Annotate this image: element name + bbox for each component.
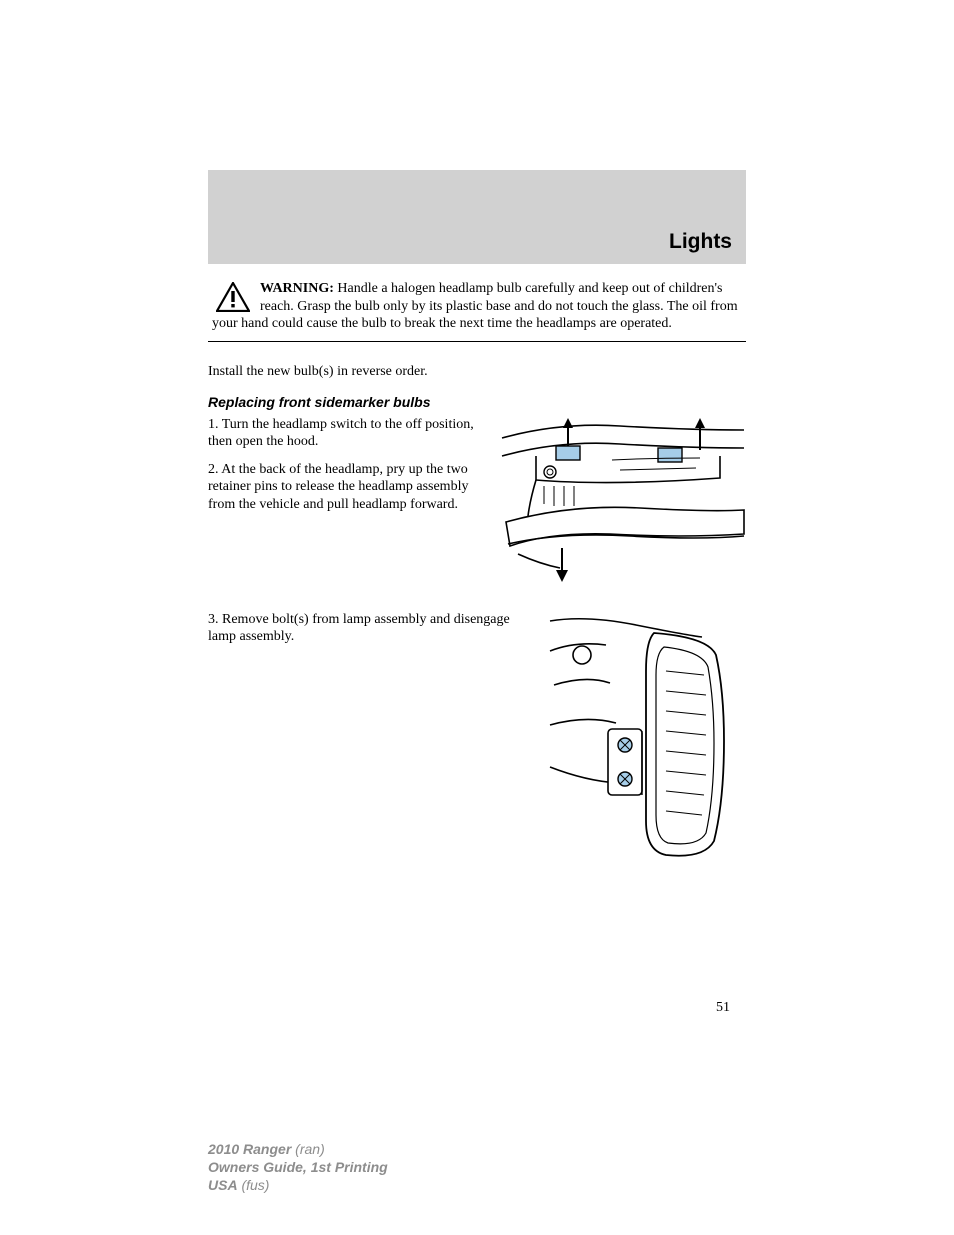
footer-guide: Owners Guide, 1st Printing [208, 1158, 388, 1176]
step-3: 3. Remove bolt(s) from lamp assembly and… [208, 611, 530, 646]
step-3-text: 3. Remove bolt(s) from lamp assembly and… [208, 611, 530, 656]
step-2: 2. At the back of the headlamp, pry up t… [208, 461, 484, 514]
install-instruction: Install the new bulb(s) in reverse order… [208, 364, 746, 380]
illustration-sidemarker-lamp [546, 611, 746, 870]
warning-box: WARNING: Handle a halogen headlamp bulb … [208, 278, 746, 342]
footer-region: USA [208, 1177, 238, 1193]
step-1: 1. Turn the headlamp switch to the off p… [208, 416, 484, 451]
warning-label: WARNING: [260, 281, 334, 296]
steps-1-2-text: 1. Turn the headlamp switch to the off p… [208, 416, 484, 524]
page-number: 51 [716, 1000, 730, 1016]
footer-block: 2010 Ranger (ran) Owners Guide, 1st Prin… [208, 1140, 388, 1195]
footer-model-code: (ran) [295, 1141, 325, 1157]
section-header-title: Lights [669, 230, 732, 254]
illustration-headlamp-retainer [500, 416, 746, 591]
footer-region-code: (fus) [241, 1177, 269, 1193]
procedure-heading: Replacing front sidemarker bulbs [208, 394, 746, 410]
steps-1-2-row: 1. Turn the headlamp switch to the off p… [208, 416, 746, 591]
section-header-bar: Lights [208, 170, 746, 264]
warning-icon [216, 282, 250, 312]
footer-model: 2010 Ranger [208, 1141, 291, 1157]
page-content: Lights WARNING: Handle a halogen headlam… [208, 170, 746, 870]
step-3-row: 3. Remove bolt(s) from lamp assembly and… [208, 611, 746, 870]
